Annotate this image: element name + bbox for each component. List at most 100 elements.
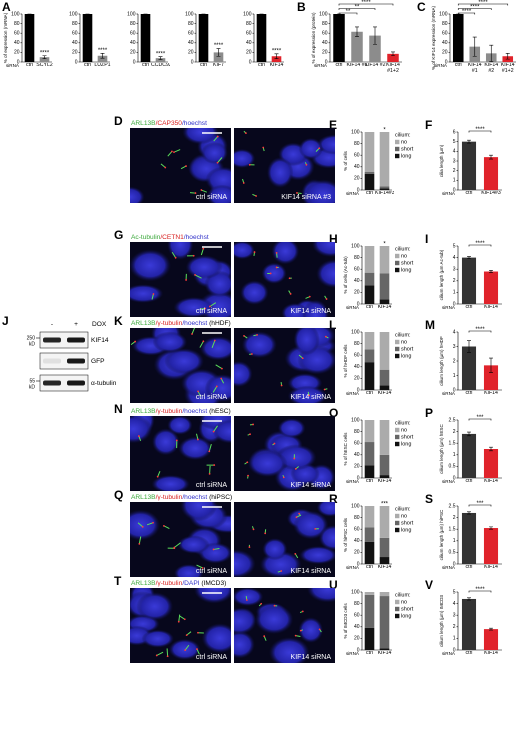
panel-letter: G: [114, 228, 123, 242]
basal-body: [185, 165, 187, 167]
category-label-box: ctrl: [366, 391, 373, 396]
x-tick-label: KIF14 #1: [346, 63, 368, 68]
y-tick-label: 0.5: [449, 464, 456, 470]
stain-part: /DAPI: [182, 580, 199, 587]
image-caption: ctrl siRNA: [196, 194, 227, 201]
significance-bracket: [468, 418, 492, 421]
basal-body: [243, 334, 245, 337]
basal-body: [202, 247, 205, 250]
bar: [483, 449, 499, 478]
bar: [483, 157, 499, 190]
legend-label: no: [401, 253, 407, 259]
basal-body: [173, 546, 176, 549]
basal-body: [202, 340, 205, 343]
y-tick-label: 4: [453, 329, 456, 335]
x-tick-label: ctrl: [335, 63, 343, 68]
basal-body: [288, 277, 291, 280]
basal-body: [301, 610, 304, 613]
panel-letter: A: [2, 0, 11, 14]
y-tick-label: 0: [357, 475, 360, 481]
x-tick-label: ctrl: [366, 651, 373, 656]
stain-part: /hoechst: [182, 120, 207, 127]
nucleus: [151, 428, 180, 456]
x-tick-label: ctrl: [142, 63, 149, 68]
bar-segment: [379, 299, 390, 304]
x-axis-label: siRNA: [6, 63, 20, 68]
nucleus: [298, 617, 324, 643]
basal-body: [314, 527, 317, 530]
y-tick-label: 20: [354, 550, 360, 556]
significance-label: ****: [361, 0, 371, 6]
basal-body: [242, 182, 245, 184]
y-tick-label: 80: [188, 21, 194, 27]
y-tick-label: 0: [191, 59, 194, 65]
cilium: [217, 157, 223, 164]
x-tick-label: KIF14: [377, 305, 392, 310]
cilium: [199, 307, 206, 310]
category-label-box: KIF14: [484, 565, 498, 570]
basal-body: [293, 457, 296, 460]
basal-body: [156, 475, 159, 478]
x-axis-label: siRNA: [442, 191, 456, 196]
y-tick-label: 60: [354, 527, 360, 533]
image-caption: ctrl siRNA: [196, 568, 227, 575]
y-tick-label: 0: [453, 387, 456, 393]
basal-body: [204, 307, 207, 310]
y-tick-label: 20: [246, 50, 252, 56]
legend-label: short: [401, 146, 414, 152]
stain-part: (IMCD3): [200, 580, 227, 587]
y-tick-label: 60: [354, 153, 360, 159]
category-label-box: ctrl: [335, 63, 343, 68]
blot-strip: [39, 374, 89, 392]
y-tick-label: 80: [354, 341, 360, 347]
bar-segment: [364, 362, 375, 390]
stain-part: ARL13B: [131, 320, 156, 327]
panel-letter: S: [425, 492, 433, 506]
x-axis-label: siRNA: [346, 651, 360, 656]
y-tick-label: 60: [130, 31, 136, 37]
legend-label: long: [401, 267, 411, 273]
legend-swatch: [395, 260, 400, 266]
legend-title: cilium:: [395, 246, 411, 252]
bar: [483, 271, 499, 304]
basal-body: [197, 438, 199, 441]
y-tick-label: 40: [354, 538, 360, 544]
significance-bracket: [338, 3, 394, 6]
y-tick-label: 0: [453, 187, 456, 193]
basal-body: [301, 357, 304, 360]
bar: [461, 433, 477, 478]
basal-body: [318, 147, 321, 150]
y-tick-label: 20: [14, 50, 20, 56]
basal-body: [200, 189, 203, 191]
nucleus: [201, 623, 231, 654]
basal-body: [166, 655, 169, 658]
bar: [461, 257, 477, 304]
x-tick-label: KIF14: [377, 651, 392, 656]
basal-body: [245, 132, 247, 135]
significance-label: ****: [475, 327, 485, 333]
y-tick-label: 100: [243, 11, 252, 17]
image-caption: KIF14 siRNA: [291, 394, 332, 401]
cilium: [138, 536, 142, 544]
y-tick-label: 3: [453, 613, 456, 619]
nucleus: [193, 588, 231, 604]
legend-swatch: [395, 613, 400, 619]
category-label-box: KIF14 #1+2: [501, 63, 515, 73]
legend-swatch: [395, 146, 400, 152]
micrograph: KIF14 siRNA: [234, 416, 335, 491]
blot-strip: [39, 331, 89, 349]
legend-swatch: [395, 267, 400, 273]
bar-segment: [364, 272, 375, 286]
legend-label: no: [401, 599, 407, 605]
bar: [461, 141, 477, 190]
cilium: [213, 425, 218, 432]
cilium: [179, 615, 186, 620]
basal-body: [197, 390, 199, 393]
y-axis-label: % of hESC cells: [343, 432, 348, 466]
cilium: [167, 151, 173, 157]
micrograph: ctrl siRNA: [130, 242, 231, 317]
y-tick-label: 2: [453, 358, 456, 364]
y-tick-label: 0.5: [449, 550, 456, 556]
y-tick-label: 60: [14, 31, 20, 37]
basal-body: [208, 450, 211, 453]
